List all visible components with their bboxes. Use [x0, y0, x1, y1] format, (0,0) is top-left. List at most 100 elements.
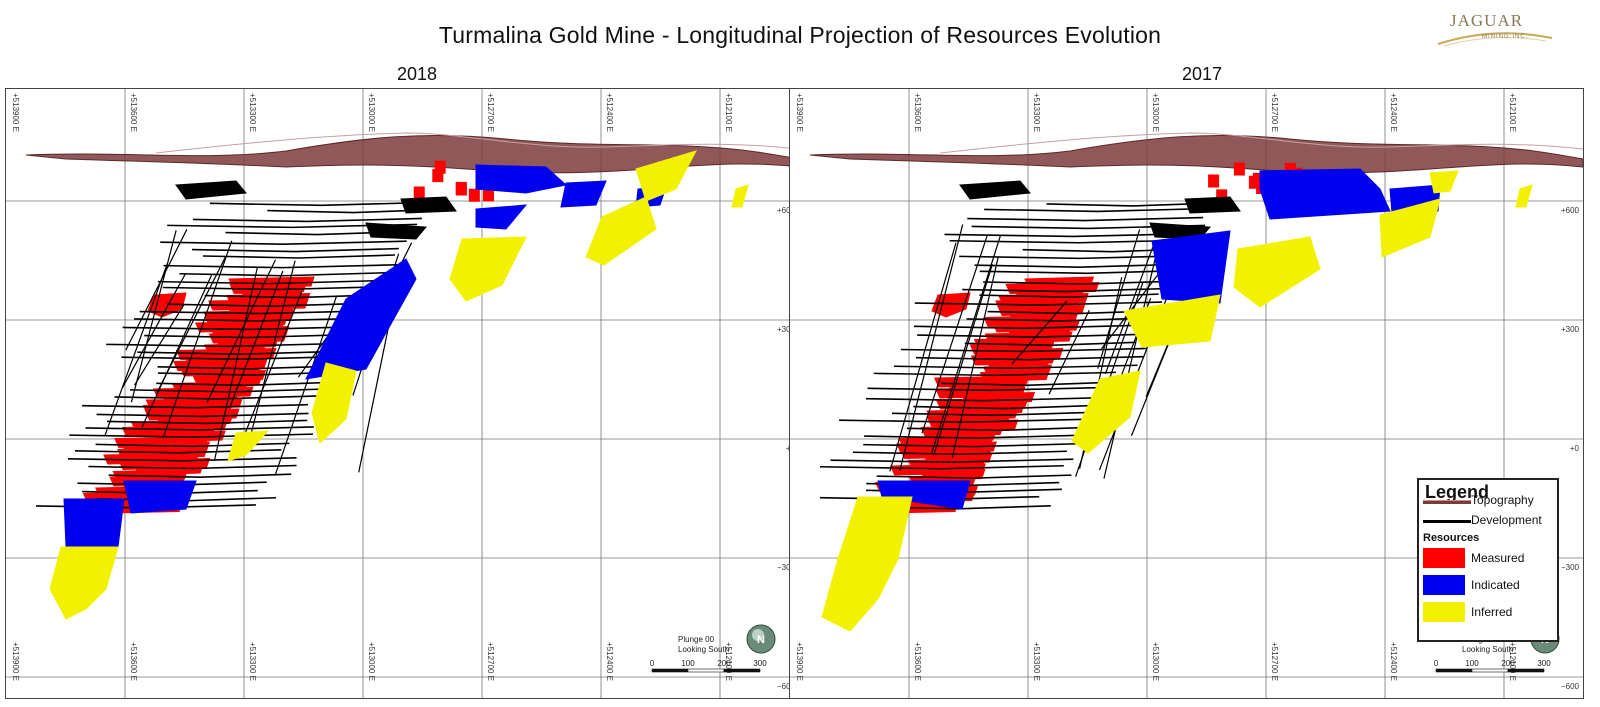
plunge-text: Plunge 00 [678, 635, 715, 644]
inferred-block [49, 546, 119, 620]
development-drift [867, 386, 1114, 392]
legend-item-topography: Topography [1419, 493, 1557, 513]
easting-label-bottom: +513600 E [129, 642, 138, 681]
development-drift [852, 450, 1067, 456]
development-drift [839, 418, 1091, 423]
logo-swoosh [1437, 32, 1553, 47]
development-drift [974, 263, 1186, 268]
development-drift [916, 355, 1144, 361]
development-drift [1046, 202, 1220, 207]
easting-label-top: +513900 E [11, 93, 20, 132]
development-ramp [229, 270, 284, 408]
development-drift [873, 371, 1116, 377]
topography-ridge [939, 132, 1583, 154]
looking-text: Looking South [678, 645, 729, 654]
scale-bar: 0 100 200 300 [1434, 659, 1551, 673]
easting-label-top: +512400 E [605, 93, 614, 132]
inferred-block [1071, 370, 1141, 454]
legend-label-indicated: Indicated [1471, 578, 1520, 592]
development-drift [944, 232, 1203, 238]
development-drift [69, 433, 314, 438]
development-drift [202, 254, 395, 259]
development-ramp [931, 235, 1001, 454]
development-ramp [1097, 229, 1141, 369]
easting-label-bottom: +513300 E [248, 642, 257, 681]
easting-label-bottom: +513300 E [1032, 642, 1041, 681]
development-ramp [1103, 257, 1157, 479]
measured-block [468, 188, 480, 202]
projection-panel-2018: +513900 E +513900 E +513600 E +513600 E +513… [5, 88, 800, 699]
development-drift [966, 317, 1155, 322]
development-block [959, 180, 1031, 200]
development-ramp [951, 257, 999, 458]
elevation-label: −600 [777, 682, 796, 691]
scale-segment [651, 668, 689, 673]
indicated-block [63, 498, 125, 548]
development-drift [979, 293, 1159, 298]
measured-block [1233, 162, 1245, 176]
indicated-block [877, 480, 971, 510]
indicated-swatch [1423, 575, 1465, 595]
development-drift [893, 364, 1138, 370]
scale-segment [1435, 668, 1473, 673]
measured-swatch [1423, 548, 1465, 568]
main-title: Turmalina Gold Mine - Longitudinal Proje… [438, 22, 1162, 48]
elevation-label: −300 [777, 563, 796, 572]
development-workings [819, 180, 1241, 510]
development-ramp [125, 229, 188, 351]
indicated-block [123, 480, 197, 514]
elevation-label: −600 [1561, 682, 1580, 691]
scale-tick-label: 300 [753, 659, 767, 668]
inferred-block [1379, 198, 1441, 258]
development-drift [95, 442, 290, 448]
development-drift [191, 247, 399, 253]
inferred-block [227, 430, 270, 462]
easting-label-top: +513600 E [129, 93, 138, 132]
topography-line-swatch [1423, 500, 1471, 504]
scale-tick-label: 0 [650, 659, 655, 668]
measured-block [455, 181, 467, 195]
indicated-block [475, 164, 568, 194]
development-drift [108, 473, 292, 479]
development-drift [114, 395, 320, 400]
development-ramp [238, 290, 303, 448]
north-letter: N [757, 634, 765, 646]
development-drift [962, 287, 1169, 293]
development-line-swatch [1423, 520, 1471, 523]
inferred-orebody [49, 150, 749, 620]
development-drift [864, 434, 1088, 439]
easting-label-top: +513000 E [1151, 93, 1160, 132]
scale-tick-label: 200 [717, 659, 731, 668]
indicated-block [475, 204, 528, 230]
easting-label-bottom: +512400 E [605, 642, 614, 681]
development-drift [192, 217, 422, 223]
scale-segment [1471, 668, 1509, 673]
elevation-label: +0 [1570, 444, 1580, 453]
development-ramp [206, 259, 277, 403]
scale-tick-label: 100 [1465, 659, 1479, 668]
legend-item-inferred: Inferred [1419, 602, 1557, 622]
year-label-2018: 2018 [396, 64, 438, 84]
scale-segment [1507, 668, 1545, 673]
development-ramp [104, 262, 169, 436]
projection-canvas: +513900 E +513900 E +513600 E +513600 E +513… [6, 89, 799, 698]
development-drift [137, 350, 346, 355]
legend-label-measured: Measured [1471, 551, 1525, 565]
development-ramp [162, 240, 233, 439]
topography-band [809, 134, 1583, 174]
inferred-orebody [821, 170, 1533, 632]
development-block [400, 196, 457, 214]
development-ramp [1048, 310, 1090, 395]
easting-label-bottom: +512700 E [486, 642, 495, 681]
development-drift [906, 426, 1094, 432]
easting-label-top: +512100 E [724, 93, 733, 132]
development-drift [984, 207, 1213, 213]
legend-resources-heading: Resources [1423, 532, 1480, 544]
company-logo: JAGUAR MINING INC. [1434, 8, 1554, 50]
development-drift [914, 324, 1140, 330]
inferred-block [311, 362, 357, 444]
logo-name: JAGUAR [1450, 11, 1524, 30]
easting-label-top: +512100 E [1508, 93, 1517, 132]
development-ramp [1104, 240, 1156, 375]
development-drift [914, 301, 1163, 306]
